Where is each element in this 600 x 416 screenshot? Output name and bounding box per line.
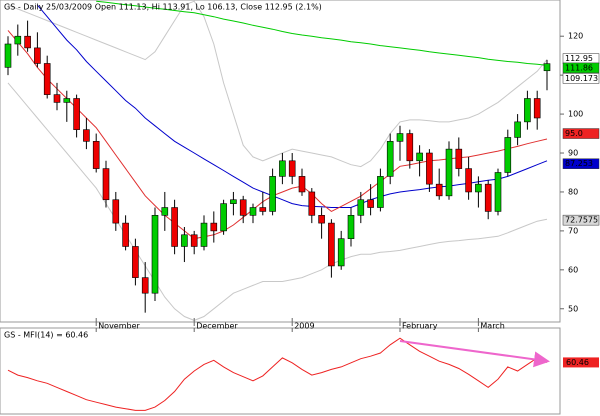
candle-body [445,148,453,197]
candle-body [514,121,521,138]
candle-body [298,176,306,193]
overlay-line [96,0,548,66]
candle-body [337,238,345,267]
price-label: 72.7575 [565,216,598,225]
candle-body [73,98,80,130]
candle-body [533,98,541,119]
overlay-line [7,82,548,321]
candle-body [200,222,208,247]
price-label: 112.95 [565,54,593,63]
price-label: 87.253 [565,159,593,168]
candle-body [141,277,149,294]
candle-body [396,133,404,142]
overlay: 5060708090100110120NovemberDecember2009F… [7,32,600,411]
candle-body [190,234,198,247]
candle-body [308,191,316,216]
candle-body [171,207,178,247]
y-tick-label: 50 [568,304,578,313]
candle-body [14,35,22,45]
candle-body [386,141,394,177]
trend-arrow [399,340,550,368]
candle-body [239,199,247,216]
candle-body [504,137,512,173]
y-tick-label: 90 [568,149,578,158]
candle-body [328,222,335,267]
candle-body [406,133,414,162]
candle-body [220,203,227,232]
candle-body [279,160,286,177]
mfi-panel [0,327,561,415]
candle-body [494,172,502,212]
candle-body [259,207,267,212]
price-label-box [562,158,600,169]
candle-body [181,234,188,247]
candle-body [465,168,472,193]
mfi-line [7,337,548,411]
candle-body [416,152,423,162]
candle-body [210,222,218,232]
candle-body [112,199,120,224]
candle-body [34,47,41,64]
candle-body [4,43,12,68]
candle-body [269,176,276,212]
candle-body [83,129,90,142]
x-tick-label: November [98,322,140,331]
price-label-box [562,62,600,74]
price-label: 111.86 [565,63,593,72]
candle-body [43,63,51,95]
price-label-box [562,73,600,84]
candle-body [132,246,139,278]
candle-body [92,141,100,169]
price-label-box [562,214,600,226]
candle-body [63,98,71,103]
candle-body [151,215,159,294]
candle-body [102,168,110,201]
candle-body [484,183,492,212]
candle-body [543,63,551,72]
chart-title: GS - Daily 25/03/2009 Open 111.13, Hi 11… [4,3,322,12]
candle-body [377,176,384,208]
y-tick-label: 60 [568,265,578,274]
y-tick-label: 70 [568,226,578,235]
candle-body [122,222,129,247]
candle-body [435,183,443,197]
candle-body [230,199,237,204]
overlay-line [37,4,548,208]
candle-body [24,35,31,49]
candle-body [524,98,531,123]
x-tick-label: 2009 [294,322,314,331]
x-tick-label: February [402,322,438,331]
y-tick-label: 80 [568,187,578,196]
candle-body [318,215,325,224]
x-tick-label: December [196,322,238,331]
candle-body [367,199,374,208]
y-tick-label: 100 [568,110,583,119]
candle-body [455,148,463,169]
candle-body [288,160,296,177]
value-label: 60.46 [566,358,589,367]
candle-body [475,183,482,193]
candle-body [426,152,433,185]
price-label: 109.173 [565,74,598,83]
price-label-box [562,128,600,139]
y-tick-label: 120 [568,32,583,41]
candle-body [357,199,365,216]
candle-body [249,207,257,216]
candle-body [53,94,61,103]
value-label-box [563,357,599,368]
candle-body [161,207,169,216]
price-plot [4,0,551,321]
mfi-title: GS - MFI(14) = 60.46 [4,331,88,340]
price-label: 95.0 [565,129,583,138]
candle-body [347,215,355,239]
overlay-line [7,0,548,168]
x-tick-label: March [480,322,504,331]
